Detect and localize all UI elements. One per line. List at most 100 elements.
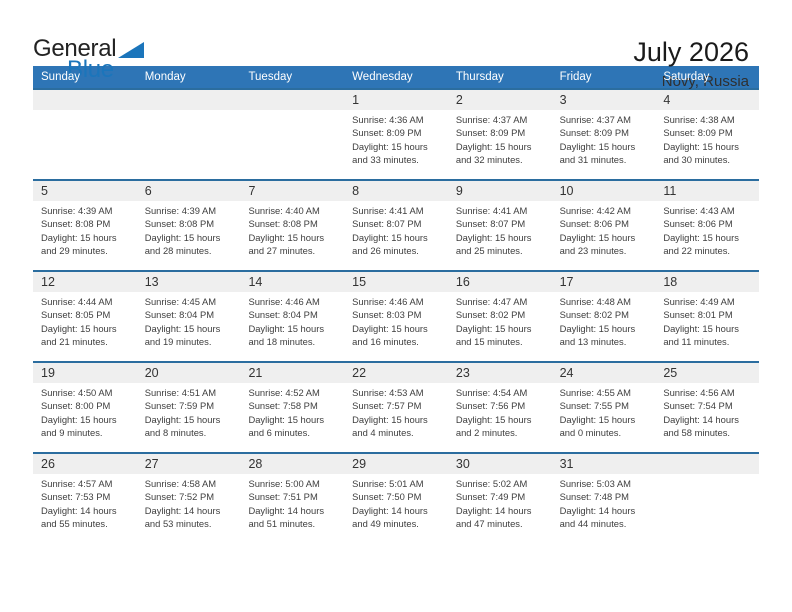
day-number-band: 27 — [136, 454, 241, 474]
sunrise-text: Sunrise: 4:54 AM — [455, 387, 528, 398]
day-info: Sunrise: 4:48 AM Sunset: 8:02 PM Daylight:… — [552, 292, 656, 349]
day-cell: 26 Sunrise: 4:57 AM Sunset: 7:53 PM Dayligh… — [33, 454, 137, 543]
day-info: Sunrise: 4:52 AM Sunset: 7:58 PM Daylight:… — [240, 383, 344, 440]
day-cell: 19 Sunrise: 4:50 AM Sunset: 8:00 PM Dayligh… — [33, 363, 137, 452]
day-cell: 24 Sunrise: 4:55 AM Sunset: 7:55 PM Dayligh… — [551, 363, 656, 452]
sunset-text: Sunset: 8:09 PM — [663, 127, 733, 139]
daylight-text: Daylight: 14 hours and 51 minutes. — [248, 504, 325, 530]
logo-text-blue: Blue — [67, 56, 114, 83]
day-number: 8 — [352, 184, 360, 198]
day-number-band: 12 — [33, 272, 137, 292]
weekday-header-thursday: Thursday — [455, 71, 504, 83]
day-number-band — [136, 90, 241, 110]
day-number: 29 — [352, 457, 367, 471]
sunset-text: Sunset: 8:08 PM — [144, 218, 215, 230]
day-cell: 11 Sunrise: 4:43 AM Sunset: 8:06 PM Dayligh… — [655, 181, 760, 270]
daylight-text: Daylight: 15 hours and 18 minutes. — [248, 322, 325, 348]
day-info: Sunrise: 4:41 AM Sunset: 8:07 PM Daylight:… — [344, 201, 448, 258]
day-cell: 7 Sunrise: 4:40 AM Sunset: 8:08 PM Daylight… — [240, 181, 345, 270]
day-cell: 12 Sunrise: 4:44 AM Sunset: 8:05 PM Dayligh… — [33, 272, 137, 361]
sunrise-text: Sunrise: 5:00 AM — [248, 478, 320, 489]
page-header: General Blue July 2026 Novy, Russia — [0, 0, 792, 91]
day-info: Sunrise: 4:56 AM Sunset: 7:54 PM Daylight:… — [655, 383, 759, 440]
day-number: 10 — [559, 184, 574, 198]
weekday-header-row: Sunday Monday Tuesday Wednesday Thursday Frid… — [33, 66, 759, 88]
sunrise-text: Sunrise: 5:03 AM — [559, 478, 631, 489]
calendar-body: 1 Sunrise: 4:36 AM Sunset: 8:09 PM Daylight… — [33, 88, 760, 543]
daylight-text: Daylight: 14 hours and 49 minutes. — [352, 504, 428, 530]
sunrise-text: Sunrise: 5:01 AM — [352, 478, 424, 489]
sunset-text: Sunset: 8:04 PM — [248, 309, 318, 321]
sunset-text: Sunset: 8:07 PM — [352, 218, 422, 230]
day-number: 28 — [248, 457, 263, 471]
day-number-band: 1 — [344, 90, 448, 110]
daylight-text: Daylight: 15 hours and 21 minutes. — [41, 322, 117, 348]
day-number: 2 — [455, 93, 463, 107]
day-number-band: 18 — [655, 272, 760, 292]
day-number: 27 — [144, 457, 159, 471]
daylight-text: Daylight: 14 hours and 47 minutes. — [455, 504, 532, 530]
sunrise-text: Sunrise: 4:55 AM — [559, 387, 631, 398]
day-number: 30 — [455, 457, 470, 471]
logo-top-line: General — [33, 37, 145, 61]
logo-triangle-icon — [118, 42, 145, 58]
weekday-header-tuesday: Tuesday — [248, 71, 293, 83]
day-number-band: 3 — [551, 90, 656, 110]
day-number: 9 — [455, 184, 463, 198]
sunset-text: Sunset: 8:05 PM — [41, 309, 111, 321]
day-number-band: 4 — [655, 90, 760, 110]
sunset-text: Sunset: 7:49 PM — [455, 491, 526, 503]
sunset-text: Sunset: 8:09 PM — [455, 127, 526, 139]
day-cell: 31 Sunrise: 5:03 AM Sunset: 7:48 PM Dayligh… — [551, 454, 656, 543]
daylight-text: Daylight: 15 hours and 8 minutes. — [144, 413, 221, 439]
day-cell: 6 Sunrise: 4:39 AM Sunset: 8:08 PM Daylight… — [136, 181, 241, 270]
day-cell: 2 Sunrise: 4:37 AM Sunset: 8:09 PM Daylight… — [447, 90, 552, 179]
sunrise-text: Sunrise: 4:58 AM — [144, 478, 217, 489]
sunrise-text: Sunrise: 4:41 AM — [455, 205, 528, 216]
weekday-header-friday: Friday — [559, 71, 592, 83]
day-info: Sunrise: 4:51 AM Sunset: 7:59 PM Daylight:… — [137, 383, 241, 440]
day-info: Sunrise: 4:55 AM Sunset: 7:55 PM Daylight:… — [552, 383, 656, 440]
sunset-text: Sunset: 8:06 PM — [559, 218, 629, 230]
day-number: 15 — [352, 275, 367, 289]
empty-day-cell — [136, 90, 241, 179]
day-cell: 5 Sunrise: 4:39 AM Sunset: 8:08 PM Daylight… — [33, 181, 137, 270]
day-info: Sunrise: 4:44 AM Sunset: 8:05 PM Daylight:… — [33, 292, 137, 349]
day-number: 17 — [559, 275, 574, 289]
day-number-band: 26 — [33, 454, 137, 474]
day-info: Sunrise: 4:37 AM Sunset: 8:09 PM Daylight:… — [448, 110, 552, 167]
day-cell: 29 Sunrise: 5:01 AM Sunset: 7:50 PM Dayligh… — [344, 454, 448, 543]
sunset-text: Sunset: 7:55 PM — [559, 400, 629, 412]
week-row: 5 Sunrise: 4:39 AM Sunset: 8:08 PM Daylight… — [33, 179, 760, 270]
sunset-text: Sunset: 8:06 PM — [663, 218, 733, 230]
daylight-text: Daylight: 14 hours and 53 minutes. — [144, 504, 221, 530]
daylight-text: Daylight: 15 hours and 31 minutes. — [559, 140, 636, 166]
daylight-text: Daylight: 15 hours and 2 minutes. — [455, 413, 532, 439]
daylight-text: Daylight: 15 hours and 25 minutes. — [455, 231, 532, 257]
sunrise-text: Sunrise: 4:50 AM — [41, 387, 113, 398]
day-number-band: 28 — [240, 454, 345, 474]
sunrise-text: Sunrise: 4:49 AM — [663, 296, 735, 307]
sunrise-text: Sunrise: 4:39 AM — [144, 205, 217, 216]
sunset-text: Sunset: 8:00 PM — [41, 400, 111, 412]
day-info: Sunrise: 4:47 AM Sunset: 8:02 PM Daylight:… — [448, 292, 552, 349]
sunset-text: Sunset: 8:09 PM — [559, 127, 629, 139]
day-number-band: 29 — [344, 454, 448, 474]
day-info: Sunrise: 4:38 AM Sunset: 8:09 PM Daylight:… — [655, 110, 759, 167]
day-number: 25 — [663, 366, 678, 380]
empty-day-cell — [240, 90, 345, 179]
day-number-band — [655, 454, 760, 474]
sunrise-text: Sunrise: 4:37 AM — [559, 114, 631, 125]
day-number: 20 — [144, 366, 159, 380]
day-number: 14 — [248, 275, 263, 289]
day-cell: 14 Sunrise: 4:46 AM Sunset: 8:04 PM Dayligh… — [240, 272, 345, 361]
day-cell: 21 Sunrise: 4:52 AM Sunset: 7:58 PM Dayligh… — [240, 363, 345, 452]
day-cell: 20 Sunrise: 4:51 AM Sunset: 7:59 PM Dayligh… — [136, 363, 241, 452]
day-number-band: 9 — [447, 181, 552, 201]
general-blue-logo: General Blue — [33, 37, 145, 83]
sunset-text: Sunset: 8:01 PM — [663, 309, 733, 321]
day-info: Sunrise: 4:46 AM Sunset: 8:03 PM Daylight:… — [344, 292, 448, 349]
day-cell: 17 Sunrise: 4:48 AM Sunset: 8:02 PM Dayligh… — [551, 272, 656, 361]
day-cell: 22 Sunrise: 4:53 AM Sunset: 7:57 PM Dayligh… — [344, 363, 448, 452]
day-info: Sunrise: 5:00 AM Sunset: 7:51 PM Daylight:… — [240, 474, 344, 531]
